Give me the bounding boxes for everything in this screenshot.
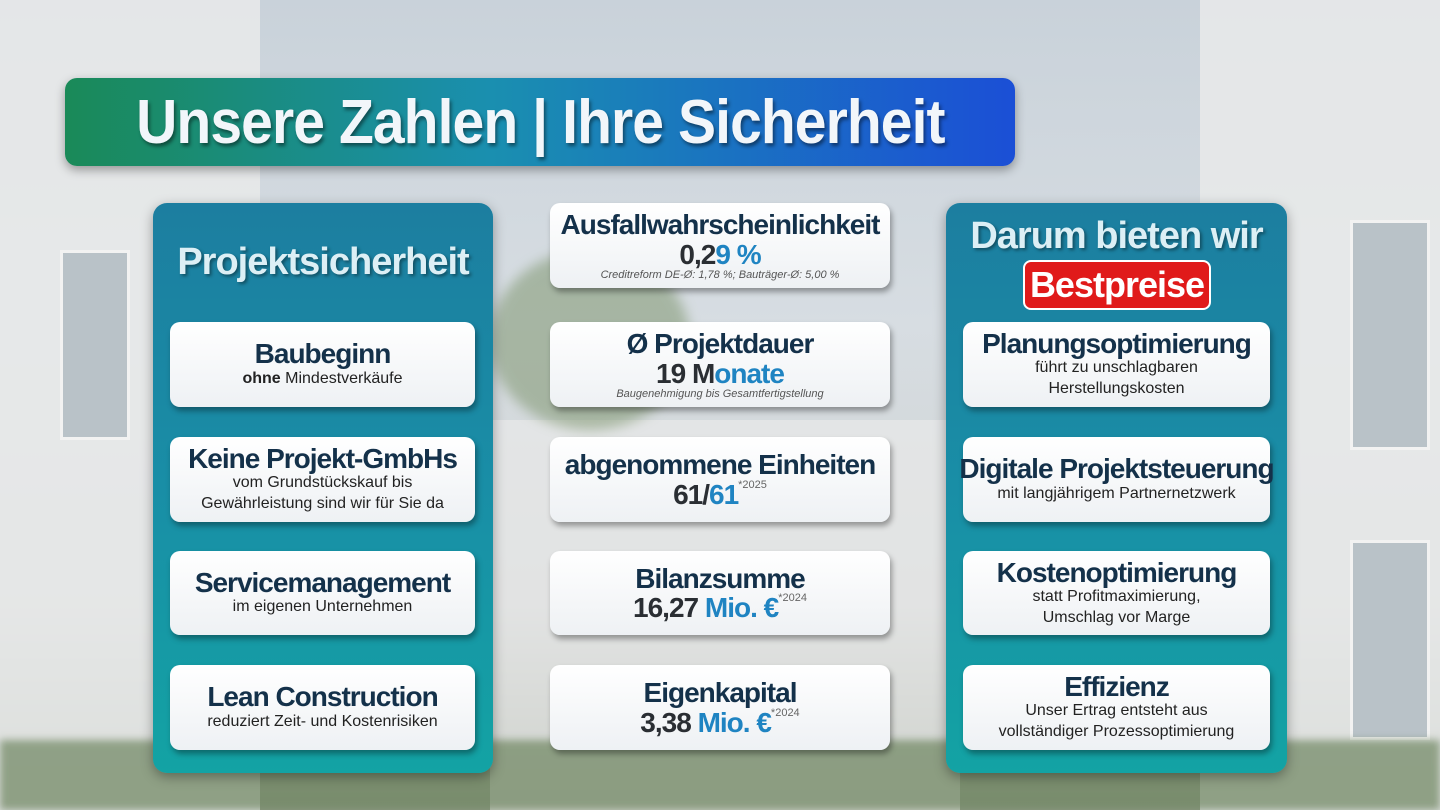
stat-value-main: 3,38 [640, 706, 698, 738]
stat-value-accent: 61 [709, 478, 739, 510]
stat-value: 16,27 Mio. €*2024 [633, 592, 807, 623]
stat-note: Creditreform DE-Ø: 1,78 %; Bauträger-Ø: … [600, 268, 840, 281]
card-title: Digitale Projektsteuerung [959, 453, 1274, 485]
stat-card-bilanzsumme: Bilanzsumme 16,27 Mio. €*2024 [550, 551, 890, 635]
stat-value-main: 19 M [656, 357, 715, 389]
card-title: Kostenoptimierung [996, 556, 1238, 588]
stat-value-main: 16,27 [633, 592, 705, 623]
left-card-baubeginn: Baubeginn ohne Mindestverkäufe [170, 322, 475, 407]
stat-value: 0,29 % [679, 238, 761, 270]
stat-value-accent: Mio. € [697, 706, 772, 738]
right-panel-heading: Darum bieten wir [970, 215, 1263, 257]
background-window [1350, 540, 1430, 740]
stat-value: 19 Monate [656, 357, 785, 389]
card-text: vom Grundstückskauf bis Gewährleistung s… [201, 474, 444, 513]
background-window [60, 250, 130, 440]
left-card-lean-construction: Lean Construction reduziert Zeit- und Ko… [170, 665, 475, 750]
stat-value-main: 61/ [673, 478, 710, 510]
stat-card-ausfallwahrscheinlichkeit: Ausfallwahrscheinlichkeit 0,29 % Creditr… [550, 203, 890, 288]
stat-title: Bilanzsumme [635, 562, 805, 594]
card-text-rest: Mindestverkäufe [280, 369, 403, 387]
card-title: Keine Projekt-GmbHs [188, 443, 458, 474]
stat-card-einheiten: abgenommene Einheiten 61/61*2025 [550, 437, 890, 522]
right-card-kostenoptimierung: Kostenoptimierung statt Profitmaximierun… [963, 551, 1270, 635]
card-title: Effizienz [1064, 671, 1170, 702]
stat-value: 3,38 Mio. €*2024 [640, 706, 800, 738]
card-text: mit langjährigem Partnernetzwerk [997, 484, 1236, 502]
stat-value: 61/61*2025 [673, 478, 767, 510]
card-title: Planungsoptimierung [982, 328, 1252, 359]
card-text-bold: ohne [242, 369, 281, 387]
stat-note: Baugenehmigung bis Gesamtfertigstellung [616, 387, 824, 400]
card-text: im eigenen Unternehmen [232, 598, 413, 616]
card-text: führt zu unschlagbaren Herstellungskoste… [1035, 359, 1198, 398]
stat-year: *2024 [778, 592, 807, 604]
stat-title: Ausfallwahrscheinlichkeit [560, 209, 881, 241]
card-title: Baubeginn [254, 338, 392, 370]
stat-title: Eigenkapital [643, 677, 798, 709]
card-text: Unser Ertrag entsteht aus vollständiger … [998, 702, 1235, 741]
stat-title: abgenommene Einheiten [564, 449, 876, 481]
card-title: Lean Construction [207, 681, 438, 713]
card-text: ohne Mindestverkäufe [242, 369, 402, 390]
right-card-effizienz: Effizienz Unser Ertrag entsteht aus voll… [963, 665, 1270, 750]
left-panel-heading: Projektsicherheit [177, 241, 469, 283]
stat-year: *2024 [770, 706, 800, 719]
left-card-servicemanagement: Servicemanagement im eigenen Unternehmen [170, 551, 475, 635]
page-title-banner: Unsere Zahlen | Ihre Sicherheit [65, 78, 1015, 166]
card-text: statt Profitmaximierung, Umschlag vor Ma… [1032, 587, 1201, 626]
stat-value-accent: 9 % [715, 238, 761, 270]
background-window [1350, 220, 1430, 450]
stat-card-eigenkapital: Eigenkapital 3,38 Mio. €*2024 [550, 665, 890, 750]
page-title: Unsere Zahlen | Ihre Sicherheit [135, 87, 945, 157]
left-card-projekt-gmbhs: Keine Projekt-GmbHs vom Grundstückskauf … [170, 437, 475, 522]
stat-year: *2025 [738, 478, 767, 491]
stat-value-accent: Mio. € [704, 592, 779, 623]
stat-value-main: 0,2 [679, 238, 716, 270]
right-card-digitale-projektsteuerung: Digitale Projektsteuerung mit langjährig… [959, 437, 1275, 522]
card-text: reduziert Zeit- und Kostenrisiken [207, 712, 438, 730]
stat-card-projektdauer: Ø Projektdauer 19 Monate Baugenehmigung … [550, 322, 890, 407]
stat-title: Ø Projektdauer [626, 328, 815, 360]
card-title: Servicemanagement [194, 566, 451, 598]
right-card-planungsoptimierung: Planungsoptimierung führt zu unschlagbar… [963, 322, 1270, 407]
bestpreise-badge: Bestpreise [1023, 260, 1211, 310]
stat-value-accent: onate [714, 357, 785, 389]
